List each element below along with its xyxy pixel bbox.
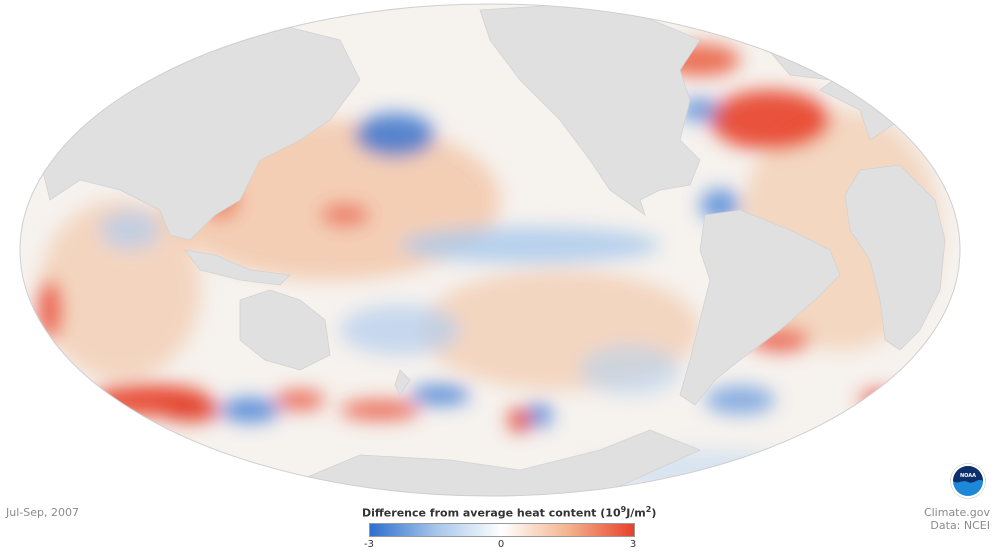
south-america bbox=[679, 209, 841, 406]
indonesia bbox=[184, 249, 291, 286]
globe-outline bbox=[19, 3, 961, 497]
australia bbox=[239, 289, 331, 371]
africa bbox=[844, 164, 946, 351]
noaa-logo-icon: NOAA bbox=[950, 463, 986, 499]
legend-tick-min: -3 bbox=[364, 538, 374, 550]
new-zealand bbox=[394, 369, 411, 396]
legend-title: Difference from average heat content (10… bbox=[362, 505, 657, 520]
antarctica bbox=[298, 429, 702, 496]
north-america bbox=[479, 4, 701, 217]
legend-tick-mid: 0 bbox=[497, 538, 505, 550]
legend: Difference from average heat content (10… bbox=[362, 505, 657, 553]
credits: Climate.gov Data: NCEI bbox=[924, 506, 990, 532]
period-label: Jul-Sep, 2007 bbox=[6, 506, 79, 519]
credit-source: Climate.gov bbox=[923, 506, 990, 519]
svg-text:NOAA: NOAA bbox=[960, 473, 976, 479]
legend-color-bar bbox=[369, 522, 635, 537]
legend-tick-max: 3 bbox=[629, 538, 637, 550]
legend-ticks: -3 0 3 bbox=[362, 539, 640, 553]
credit-data: Data: NCEI bbox=[930, 519, 990, 532]
